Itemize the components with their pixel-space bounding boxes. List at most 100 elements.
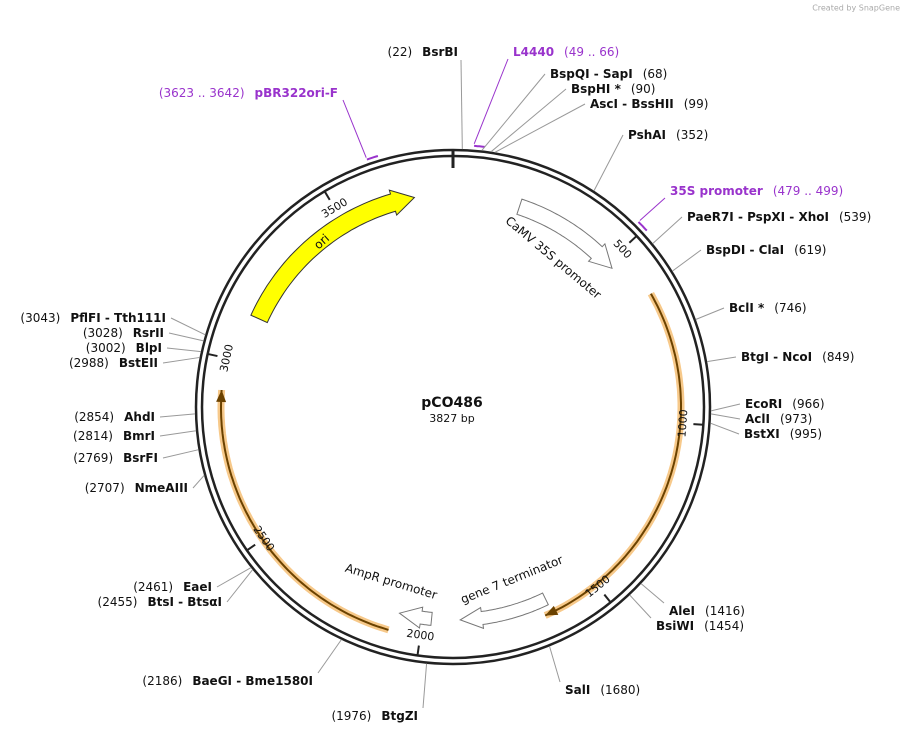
site-leader — [706, 356, 737, 363]
site-label: BsiWI (1454) — [656, 619, 744, 633]
site-leader — [672, 249, 702, 272]
plasmid-length: 3827 bp — [429, 412, 474, 425]
primer-mark — [366, 155, 379, 161]
primer-label: (3623 .. 3642) pBR322ori-F — [159, 86, 338, 100]
site-label: BstXI (995) — [744, 427, 822, 441]
site-label: (2455) BtsI - BtsαI — [98, 595, 222, 609]
scale-tick — [207, 352, 218, 358]
label-part: (995) — [790, 427, 822, 441]
orf-head — [216, 390, 227, 403]
scale-tick — [603, 593, 612, 603]
primer-leader — [639, 197, 666, 221]
label-part: PshAI — [628, 128, 666, 142]
orf-glow — [543, 292, 685, 619]
primer-leader — [342, 99, 367, 158]
feature-label: AmpR promoter — [344, 561, 439, 602]
site-label: AclI (973) — [745, 412, 812, 426]
site-leader — [549, 646, 561, 683]
site-leader — [695, 307, 725, 320]
label-part: (1976) — [331, 709, 371, 723]
site-label: AscI - BssHII (99) — [590, 97, 708, 111]
feature-label: gene 7 terminator — [459, 553, 565, 607]
label-part: (3002) — [86, 341, 126, 355]
label-part: BspHI * — [571, 82, 622, 96]
primer-label: 35S promoter (479 .. 499) — [670, 184, 843, 198]
label-part: L4440 — [513, 45, 554, 59]
label-part: BstEII — [119, 356, 158, 370]
label-part: (539) — [839, 210, 871, 224]
label-part: BstXI — [744, 427, 780, 441]
scale-tick — [628, 235, 638, 244]
label-part: (2769) — [73, 451, 113, 465]
scale-tick — [693, 423, 704, 426]
label-part: (99) — [684, 97, 709, 111]
site-label: PshAI (352) — [628, 128, 708, 142]
scale-label: 2000 — [406, 627, 436, 644]
feature-arrow — [459, 592, 549, 630]
site-leader — [640, 583, 665, 604]
label-part: BsrFI — [123, 451, 158, 465]
site-label: BspDI - ClaI (619) — [706, 243, 826, 257]
primer-leader — [473, 58, 509, 145]
site-leader — [494, 103, 586, 153]
orf-arc — [544, 293, 682, 617]
site-label: (2769) BsrFI — [73, 451, 158, 465]
feature-arrow — [250, 189, 416, 324]
label-part: BlpI — [136, 341, 162, 355]
scale-tick — [246, 543, 256, 552]
label-part: (49 .. 66) — [564, 45, 619, 59]
site-leader — [216, 567, 252, 588]
label-part: BclI * — [729, 301, 765, 315]
site-leader — [317, 639, 342, 674]
label-part: (2988) — [69, 356, 109, 370]
site-label: (2854) AhdI — [74, 410, 155, 424]
label-part: (68) — [643, 67, 668, 81]
site-leader — [159, 413, 196, 418]
label-part: BtgZI — [381, 709, 418, 723]
site-label: BtgI - NcoI (849) — [741, 350, 854, 364]
label-part: (2461) — [133, 580, 173, 594]
scale-label: 3000 — [217, 343, 236, 373]
site-label: (3002) BlpI — [86, 341, 162, 355]
site-label: (2186) BaeGI - Bme1580I — [142, 674, 313, 688]
label-part: EaeI — [183, 580, 212, 594]
site-label: EcoRI (966) — [745, 397, 825, 411]
label-part: BtsI - BtsαI — [147, 595, 222, 609]
site-leader — [422, 663, 428, 709]
label-part: (2814) — [73, 429, 113, 443]
label-part: (2186) — [142, 674, 182, 688]
primer-label: L4440 (49 .. 66) — [513, 45, 619, 59]
label-part: (1416) — [705, 604, 745, 618]
site-leader — [710, 422, 740, 435]
site-label: (2707) NmeAIII — [85, 481, 188, 495]
label-part: (849) — [822, 350, 854, 364]
label-part: AhdI — [124, 410, 155, 424]
label-part: SalI — [565, 683, 590, 697]
site-leader — [710, 403, 741, 412]
label-part: (2455) — [98, 595, 138, 609]
site-label: (2814) BmrI — [73, 429, 155, 443]
backbone-outer — [194, 148, 712, 666]
label-part: AclI — [745, 412, 770, 426]
label-part: (746) — [774, 301, 806, 315]
label-part: BspQI - SapI — [550, 67, 633, 81]
site-label: (2988) BstEII — [69, 356, 158, 370]
site-leader — [481, 73, 546, 151]
scale-tick — [323, 190, 331, 201]
plasmid-name: pCO486 — [421, 395, 482, 411]
label-part: PaeR7I - PspXI - XhoI — [687, 210, 829, 224]
feature-arrow — [398, 606, 433, 629]
label-part: NmeAIII — [135, 481, 188, 495]
label-part: 35S promoter — [670, 184, 763, 198]
site-label: (1976) BtgZI — [331, 709, 418, 723]
label-part: BsiWI — [656, 619, 694, 633]
label-part: (22) — [388, 45, 413, 59]
label-part: PflFI - Tth111I — [70, 311, 166, 325]
site-label: BspQI - SapI (68) — [550, 67, 667, 81]
label-part: pBR322ori-F — [255, 86, 338, 100]
label-part: (2854) — [74, 410, 114, 424]
site-label: SalI (1680) — [565, 683, 640, 697]
label-part: BtgI - NcoI — [741, 350, 812, 364]
site-label: PaeR7I - PspXI - XhoI (539) — [687, 210, 871, 224]
site-leader — [162, 356, 200, 364]
